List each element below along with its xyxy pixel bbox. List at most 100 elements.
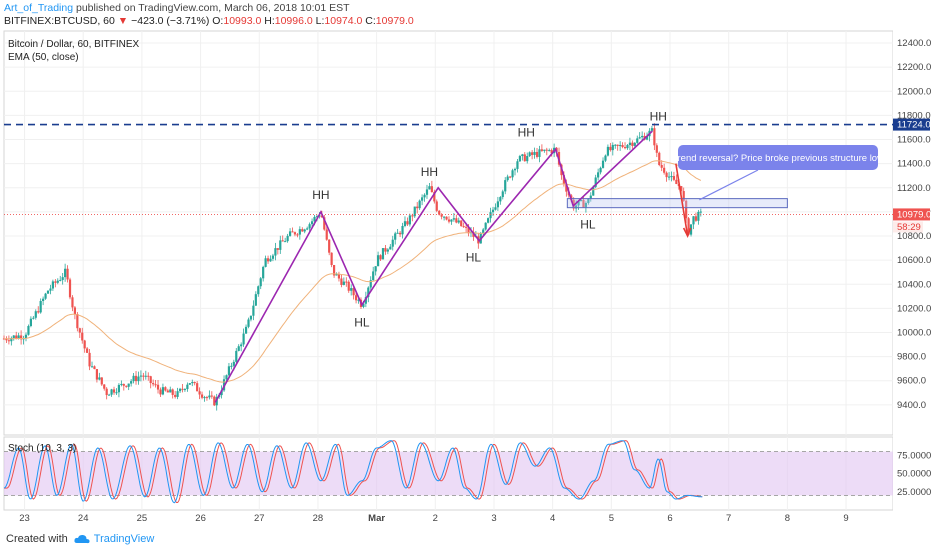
tradingview-logo[interactable]: TradingView — [74, 533, 154, 545]
y-tick-label: 11200.0 — [897, 183, 931, 194]
candle-body — [310, 221, 314, 225]
candle-body — [408, 215, 411, 225]
candle-body — [638, 137, 641, 139]
symbol-text: BITFINEX:BTCUSD, 60 — [4, 15, 115, 27]
x-tick-label: 23 — [19, 513, 30, 524]
candle-body — [108, 394, 111, 396]
candle-body — [354, 295, 358, 301]
candle-body — [198, 391, 201, 395]
candle-body — [149, 376, 152, 384]
candle-body — [352, 288, 355, 296]
candle-body — [521, 154, 524, 157]
candle-body — [663, 167, 666, 173]
candle-body — [628, 142, 632, 146]
candle-body — [181, 388, 184, 390]
candle-body — [64, 268, 67, 278]
candle-body — [376, 255, 380, 267]
x-tick-label: 7 — [726, 513, 731, 524]
candle-body — [122, 383, 125, 386]
chart-canvas[interactable]: 9400.0 9600.0 9800.0 10000.0 10200.0 10400.0 1… — [0, 0, 932, 527]
candle-body — [565, 183, 568, 192]
candle-body — [482, 229, 485, 234]
candle-body — [156, 384, 160, 390]
candle-body — [506, 176, 509, 181]
candle-body — [543, 149, 546, 151]
candle-body — [665, 172, 668, 178]
candle-body — [161, 387, 165, 395]
candle-body — [457, 220, 460, 223]
candle-body — [428, 186, 431, 190]
candle-body — [54, 281, 57, 283]
candle-body — [213, 396, 216, 406]
candle-body — [49, 288, 52, 291]
candle-body — [636, 138, 639, 143]
candle-body — [645, 136, 649, 140]
candle-body — [232, 361, 235, 366]
candle-body — [130, 381, 133, 384]
y-tick-label: 10200.0 — [897, 303, 931, 314]
candle-body — [164, 387, 167, 391]
candle-body — [430, 186, 433, 193]
candle-body — [10, 337, 13, 342]
candle-body — [230, 365, 233, 367]
candle-body — [159, 389, 162, 395]
candle-body — [357, 299, 360, 301]
candle-body — [538, 149, 541, 157]
x-tick-label: 26 — [195, 513, 206, 524]
candle-body — [296, 234, 299, 236]
candle-body — [291, 231, 294, 233]
candle-body — [545, 149, 548, 151]
candle-body — [308, 224, 311, 229]
candle-body — [88, 352, 91, 367]
candle-body — [511, 170, 514, 178]
candle-body — [572, 199, 575, 209]
author-link[interactable]: Art_of_Trading — [4, 2, 74, 14]
candle-body — [394, 233, 397, 240]
candle-body — [169, 389, 172, 393]
high-label: H: — [264, 15, 275, 27]
candle-body — [66, 268, 69, 280]
open-value: 10993.0 — [223, 15, 262, 27]
candle-body — [191, 382, 194, 384]
candle-body — [183, 389, 187, 391]
candle-body — [95, 369, 99, 380]
cloud-icon — [74, 534, 90, 543]
candle-body — [450, 219, 453, 222]
candle-body — [584, 202, 588, 208]
candle-body — [489, 212, 492, 219]
candle-body — [420, 197, 424, 201]
candle-body — [616, 144, 619, 146]
close-label: C: — [365, 15, 376, 27]
candle-body — [237, 346, 240, 351]
y-tick-label: 10000.0 — [897, 327, 931, 338]
candle-body — [152, 383, 155, 385]
candle-body — [264, 258, 267, 267]
candle-body — [689, 224, 693, 235]
close-value: 10979.0 — [375, 15, 414, 27]
candle-body — [186, 384, 189, 390]
candle-body — [535, 151, 539, 157]
stoch-tick-label: 75.0000 — [897, 450, 931, 461]
candle-body — [438, 210, 441, 215]
candle-body — [12, 335, 15, 338]
candle-body — [587, 198, 590, 203]
candle-body — [682, 191, 685, 201]
candle-body — [389, 246, 392, 250]
candle-body — [416, 206, 419, 209]
candle-body — [284, 241, 287, 243]
candle-body — [626, 145, 629, 149]
candle-body — [313, 216, 316, 222]
candle-body — [670, 176, 673, 178]
candle-body — [641, 135, 644, 138]
candle-body — [112, 389, 116, 393]
candle-body — [367, 287, 370, 298]
candle-body — [694, 216, 698, 221]
candle-body — [460, 220, 463, 227]
candle-body — [396, 232, 399, 234]
candle-body — [166, 390, 169, 393]
price-axis — [893, 29, 932, 527]
candle-body — [247, 319, 250, 327]
candle-body — [144, 375, 147, 377]
candle-body — [276, 248, 279, 250]
candle-body — [523, 154, 526, 162]
